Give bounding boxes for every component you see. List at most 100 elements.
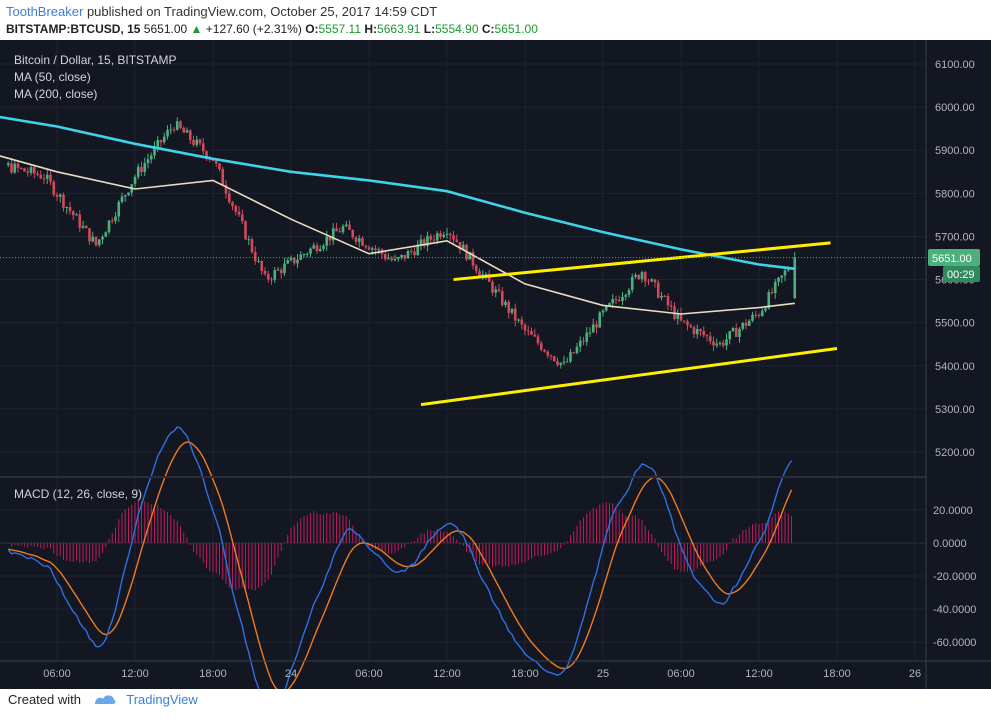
candle-body bbox=[55, 194, 59, 197]
author-link[interactable]: ToothBreaker bbox=[6, 4, 84, 19]
candle-body bbox=[686, 321, 689, 326]
candle-body bbox=[565, 361, 569, 363]
candle-body bbox=[406, 250, 410, 259]
candle-body bbox=[481, 274, 485, 276]
candle-body bbox=[331, 228, 335, 241]
candle-body bbox=[224, 184, 228, 194]
candle-body bbox=[585, 332, 589, 342]
macd-axis[interactable]: 20.0000 0.0000 -20.0000 -40.0000 -60.0000 bbox=[933, 505, 976, 649]
candle-body bbox=[507, 301, 511, 313]
candle-body bbox=[387, 258, 390, 260]
candle-body bbox=[513, 308, 517, 321]
time-tick-label: 12:00 bbox=[745, 668, 773, 680]
close-label: C: bbox=[481, 22, 495, 36]
candle-body bbox=[539, 343, 543, 350]
candle-body bbox=[770, 292, 774, 294]
price-tick-label: 5900.00 bbox=[935, 145, 975, 157]
candle-body bbox=[536, 336, 540, 344]
candle-body bbox=[270, 279, 273, 281]
candle-body bbox=[640, 272, 644, 280]
candle-body bbox=[133, 176, 137, 185]
candle-body bbox=[500, 291, 504, 306]
price-tick-label: 5200.00 bbox=[935, 447, 975, 459]
candle-body bbox=[435, 233, 439, 241]
candle-body bbox=[689, 325, 693, 328]
candle-body bbox=[517, 319, 520, 321]
candle-body bbox=[734, 328, 738, 337]
tradingview-link[interactable]: TradingView bbox=[126, 692, 198, 707]
candle-body bbox=[627, 289, 631, 295]
candle-body bbox=[309, 248, 312, 254]
ma50-line bbox=[0, 155, 795, 315]
candle-body bbox=[179, 121, 182, 128]
candle-body bbox=[452, 235, 455, 240]
candle-body bbox=[617, 300, 621, 302]
open-label: O: bbox=[305, 22, 319, 36]
price-tick-label: 6000.00 bbox=[935, 102, 975, 114]
candle-body bbox=[322, 245, 325, 249]
price-tick-label: 6100.00 bbox=[935, 59, 975, 71]
candle-body bbox=[578, 340, 582, 347]
candle-body bbox=[692, 327, 696, 335]
candle-body bbox=[777, 277, 780, 282]
candle-body bbox=[699, 329, 702, 332]
tradingview-logo-icon bbox=[93, 692, 117, 709]
footer: Created with TradingView bbox=[8, 692, 198, 709]
candle-body bbox=[416, 244, 420, 256]
candle-body bbox=[364, 245, 368, 248]
candle-body bbox=[718, 342, 722, 344]
candle-body bbox=[682, 320, 686, 322]
candle-body bbox=[192, 140, 195, 145]
candle-body bbox=[16, 163, 20, 168]
candle-body bbox=[721, 342, 725, 346]
chart-svg[interactable]: 6100.006000.005900.005800.005700.005600.… bbox=[0, 40, 991, 716]
candle-body bbox=[793, 257, 797, 299]
time-tick-label: 26 bbox=[909, 668, 921, 680]
candle-body bbox=[97, 239, 101, 246]
candle-body bbox=[504, 301, 507, 306]
candle-body bbox=[344, 224, 348, 227]
candle-body bbox=[283, 263, 286, 274]
candle-body bbox=[497, 289, 501, 292]
candle-body bbox=[556, 361, 559, 365]
candle-body bbox=[62, 194, 65, 208]
candle-body bbox=[227, 193, 231, 203]
candle-body bbox=[510, 308, 514, 313]
candle-body bbox=[455, 239, 459, 243]
candle-body bbox=[221, 169, 225, 185]
candle-body bbox=[357, 238, 361, 242]
published-text: published on TradingView.com, October 25… bbox=[86, 4, 438, 19]
candle-body bbox=[273, 270, 277, 280]
candle-body bbox=[582, 340, 585, 342]
candle-body bbox=[65, 206, 69, 208]
candle-body bbox=[348, 224, 351, 230]
candle-body bbox=[231, 202, 234, 206]
candle-body bbox=[114, 216, 117, 222]
candle-body bbox=[13, 163, 17, 173]
candle-body bbox=[478, 271, 481, 276]
candle-body bbox=[757, 314, 761, 316]
time-tick-label: 24 bbox=[285, 668, 297, 680]
candle-body bbox=[523, 324, 527, 331]
candle-body bbox=[442, 234, 446, 238]
candle-body bbox=[419, 239, 423, 245]
candle-body bbox=[341, 226, 345, 233]
candle-body bbox=[393, 258, 397, 261]
price-tick-label: 5300.00 bbox=[935, 404, 975, 416]
time-axis[interactable]: 06:00 12:00 18:00 24 06:00 12:00 18:00 25 06:00 1… bbox=[43, 668, 921, 680]
candle-body bbox=[6, 163, 10, 166]
macd-legend: MACD (12, 26, close, 9) bbox=[14, 487, 142, 501]
candle-body bbox=[312, 245, 316, 249]
price-change: +127.60 (+2.31%) bbox=[205, 22, 302, 36]
candle-body bbox=[390, 258, 394, 261]
price-pane[interactable] bbox=[0, 114, 926, 407]
candle-body bbox=[374, 248, 377, 250]
price-tick-label: 5500.00 bbox=[935, 318, 975, 330]
candle-body bbox=[169, 129, 173, 131]
candle-body bbox=[117, 201, 121, 217]
candle-body bbox=[123, 195, 127, 197]
candle-body bbox=[263, 270, 267, 274]
chart-container[interactable]: 6100.006000.005900.005800.005700.005600.… bbox=[0, 40, 991, 716]
macd-pane[interactable] bbox=[0, 426, 926, 716]
candle-body bbox=[448, 233, 452, 236]
